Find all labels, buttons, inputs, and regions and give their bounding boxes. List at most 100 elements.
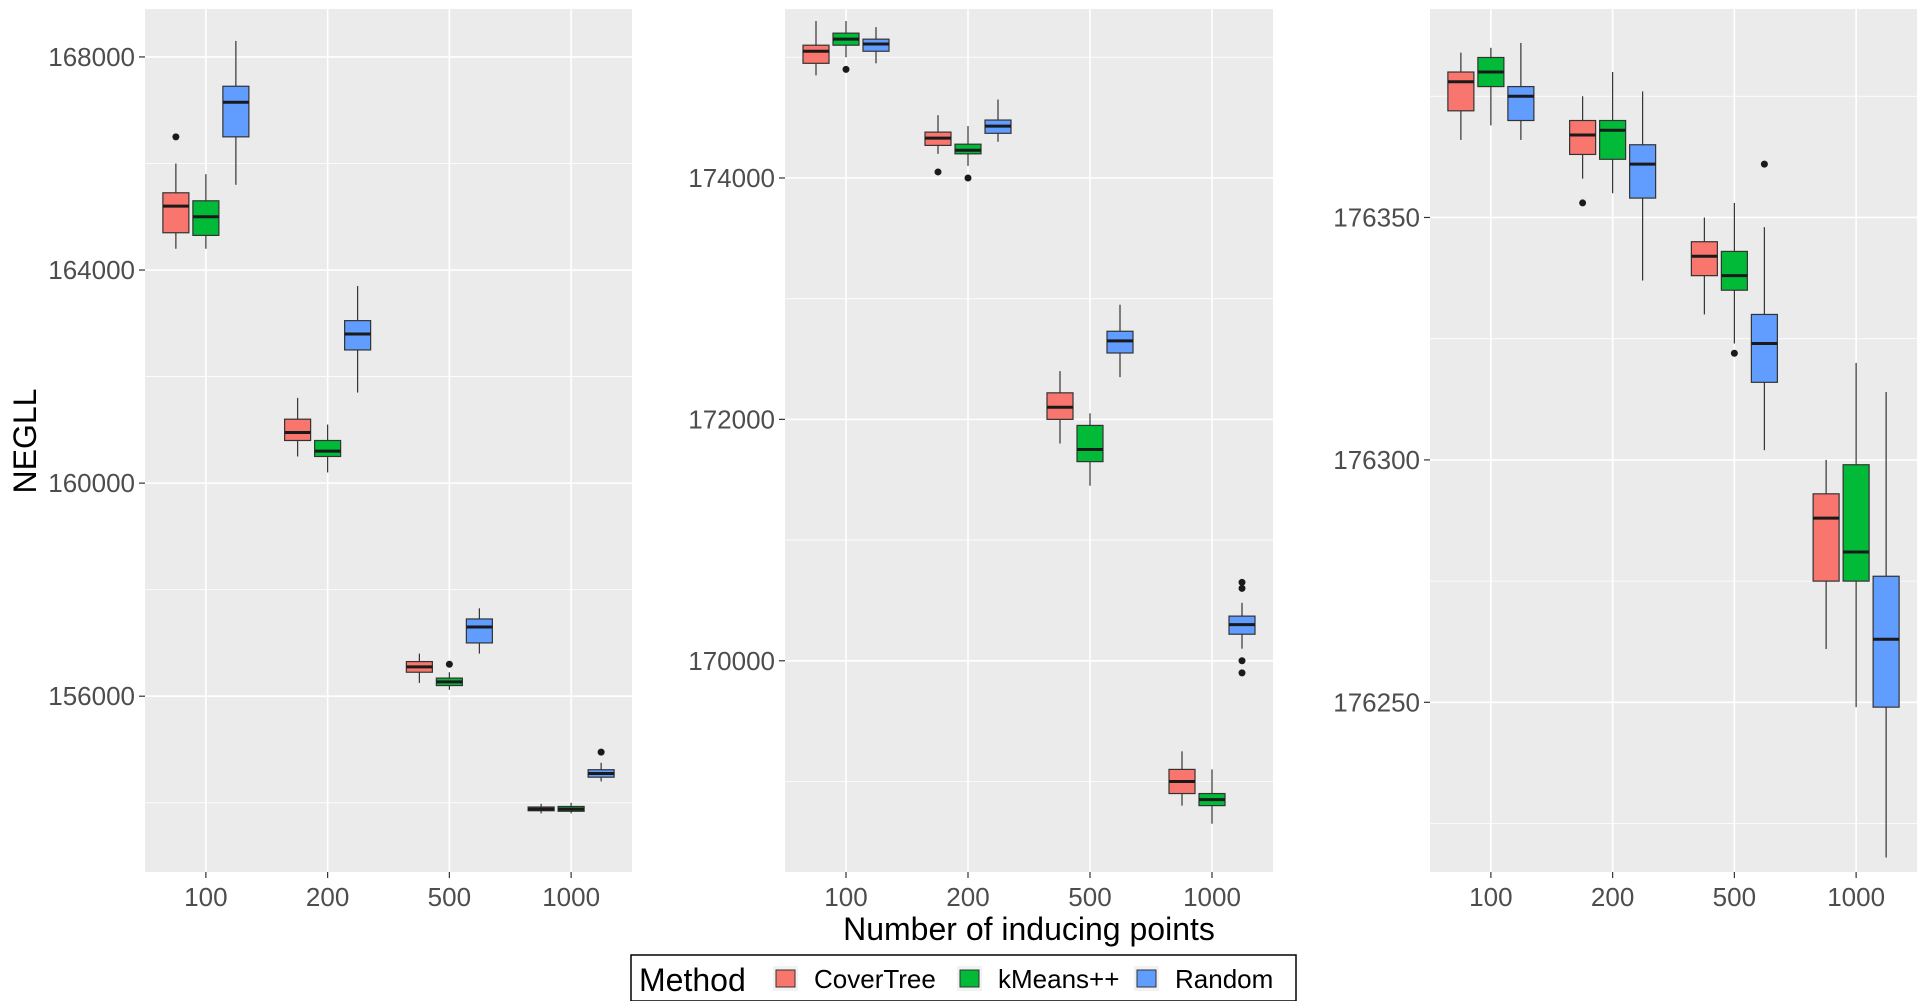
panel-background <box>1430 9 1917 872</box>
x-tick-label: 100 <box>1469 882 1512 912</box>
box-CoverTree-200 <box>924 115 952 176</box>
outlier-point <box>1238 584 1246 592</box>
box-kMeans++-200 <box>954 126 982 182</box>
box-Random-500 <box>465 608 493 654</box>
box-CoverTree-500 <box>405 653 433 683</box>
outlier-point <box>842 65 850 73</box>
box-kMeans++-200 <box>314 424 342 473</box>
box-body <box>162 192 190 234</box>
box-CoverTree-1000 <box>527 803 555 814</box>
box-Random-1000 <box>1872 392 1900 858</box>
panel-background <box>785 9 1273 872</box>
legend-label: CoverTree <box>814 964 936 994</box>
x-tick-label: 100 <box>184 882 227 912</box>
box-body <box>222 85 250 138</box>
y-tick-label: 164000 <box>48 255 135 285</box>
box-body <box>802 44 830 64</box>
box-body <box>1507 85 1535 122</box>
box-kMeans++-100 <box>192 174 220 249</box>
outlier-point <box>1238 578 1246 586</box>
box-CoverTree-1000 <box>1812 459 1840 649</box>
box-CoverTree-1000 <box>1168 751 1196 806</box>
y-tick-label: 156000 <box>48 681 135 711</box>
box-Random-200 <box>344 286 372 393</box>
x-tick-label: 1000 <box>542 882 600 912</box>
outlier-point <box>597 748 605 756</box>
box-body <box>1447 71 1475 112</box>
outlier-point <box>1760 160 1768 168</box>
x-tick-label: 200 <box>946 882 989 912</box>
box-CoverTree-500 <box>1690 217 1718 315</box>
x-tick-label: 500 <box>428 882 471 912</box>
box-Random-1000 <box>587 748 615 782</box>
box-kMeans++-100 <box>832 21 860 73</box>
box-Random-500 <box>1106 304 1134 378</box>
box-kMeans++-500 <box>435 660 463 690</box>
box-kMeans++-1000 <box>1842 362 1870 708</box>
y-tick-label: 176250 <box>1333 687 1420 717</box>
legend-label: kMeans++ <box>998 964 1119 994</box>
box-body <box>1812 493 1840 582</box>
box-kMeans++-500 <box>1076 413 1104 486</box>
legend-label: Random <box>1175 964 1273 994</box>
y-tick-label: 160000 <box>48 468 135 498</box>
box-Random-100 <box>1507 42 1535 140</box>
box-Random-200 <box>984 99 1012 142</box>
box-Random-100 <box>862 27 890 64</box>
outlier-point <box>445 660 453 668</box>
box-kMeans++-1000 <box>1198 769 1226 824</box>
y-axis-label: NEGLL <box>7 389 43 494</box>
box-CoverTree-200 <box>284 397 312 457</box>
legend-key-CoverTree <box>775 969 796 988</box>
box-body <box>1750 313 1778 383</box>
box-CoverTree-100 <box>1447 52 1475 140</box>
x-tick-label: 200 <box>306 882 349 912</box>
box-body <box>284 418 312 442</box>
legend-title: Method <box>639 962 746 998</box>
box-Random-200 <box>1629 91 1657 281</box>
x-axis-label: Number of inducing points <box>843 911 1215 947</box>
box-CoverTree-500 <box>1046 371 1074 444</box>
box-kMeans++-500 <box>1720 202 1748 357</box>
box-kMeans++-100 <box>1477 47 1505 126</box>
box-Random-500 <box>1750 160 1778 451</box>
box-Random-1000 <box>1228 578 1256 677</box>
panel-3: 176250 176300 176350 100 200 500 1000 <box>1333 9 1917 912</box>
outlier-point <box>172 133 180 141</box>
box-Random-100 <box>222 40 250 185</box>
panel-background <box>145 9 632 872</box>
box-body <box>314 439 342 458</box>
box-body <box>1720 250 1748 291</box>
y-tick-label: 176350 <box>1333 202 1420 232</box>
y-tick-label: 176300 <box>1333 445 1420 475</box>
y-tick-label: 170000 <box>688 646 775 676</box>
box-CoverTree-100 <box>162 133 190 249</box>
panel-2: 170000 172000 174000 100 200 500 1000 <box>688 9 1273 912</box>
box-CoverTree-200 <box>1569 96 1597 207</box>
outlier-point <box>1730 349 1738 357</box>
x-tick-label: 1000 <box>1827 882 1885 912</box>
box-body <box>1599 119 1627 160</box>
box-kMeans++-1000 <box>557 802 585 814</box>
box-body <box>465 618 493 644</box>
outlier-point <box>1238 657 1246 665</box>
y-tick-label: 174000 <box>688 163 775 193</box>
box-body <box>1872 575 1900 708</box>
outlier-point <box>1238 669 1246 677</box>
box-body <box>1629 144 1657 199</box>
x-tick-label: 500 <box>1068 882 1111 912</box>
box-body <box>1690 241 1718 277</box>
outlier-point <box>964 174 972 182</box>
x-tick-label: 1000 <box>1183 882 1241 912</box>
legend-key-Random <box>1136 969 1157 988</box>
legend-key-kMeans++ <box>959 969 980 988</box>
x-tick-label: 200 <box>1591 882 1634 912</box>
outlier-point <box>1579 199 1587 207</box>
y-tick-label: 168000 <box>48 42 135 72</box>
legend: Method CoverTree kMeans++ Random <box>630 954 1297 1002</box>
box-body <box>1569 119 1597 156</box>
box-body <box>1076 424 1104 463</box>
box-CoverTree-100 <box>802 21 830 76</box>
x-tick-label: 100 <box>824 882 867 912</box>
